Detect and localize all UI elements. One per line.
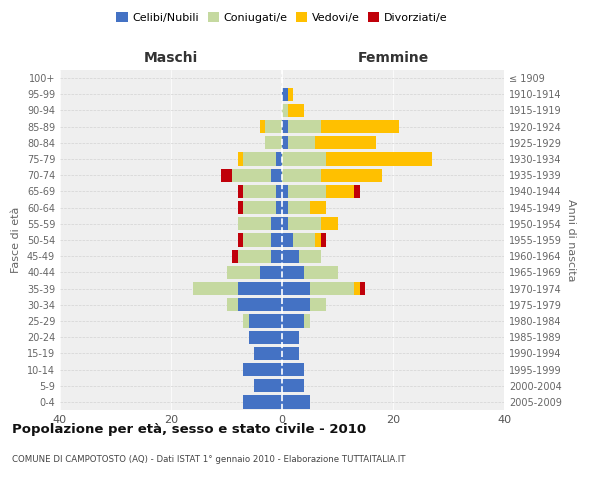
Text: Popolazione per età, sesso e stato civile - 2010: Popolazione per età, sesso e stato civil…	[12, 422, 366, 436]
Bar	[243, 152, 277, 166]
Bar	[232, 250, 238, 263]
Bar	[282, 363, 304, 376]
Bar	[227, 266, 260, 279]
Bar	[326, 185, 354, 198]
Bar	[277, 152, 282, 166]
Bar	[243, 234, 271, 246]
Bar	[265, 120, 282, 134]
Bar	[249, 314, 282, 328]
Text: Femmine: Femmine	[358, 51, 428, 65]
Bar	[260, 120, 265, 134]
Bar	[282, 120, 287, 134]
Bar	[271, 250, 282, 263]
Bar	[238, 201, 243, 214]
Bar	[243, 314, 249, 328]
Bar	[282, 314, 304, 328]
Bar	[282, 104, 287, 117]
Bar	[193, 282, 238, 295]
Bar	[299, 250, 321, 263]
Bar	[282, 168, 321, 182]
Bar	[243, 201, 277, 214]
Bar	[316, 136, 376, 149]
Bar	[254, 379, 282, 392]
Bar	[310, 298, 326, 312]
Bar	[238, 185, 243, 198]
Bar	[282, 298, 310, 312]
Bar	[287, 185, 326, 198]
Bar	[243, 185, 277, 198]
Bar	[360, 282, 365, 295]
Y-axis label: Anni di nascita: Anni di nascita	[566, 198, 575, 281]
Bar	[282, 396, 310, 408]
Bar	[243, 396, 282, 408]
Bar	[282, 136, 287, 149]
Bar	[282, 152, 326, 166]
Bar	[282, 266, 304, 279]
Bar	[287, 88, 293, 101]
Bar	[282, 330, 299, 344]
Bar	[243, 363, 282, 376]
Bar	[282, 282, 310, 295]
Bar	[282, 234, 293, 246]
Bar	[287, 136, 316, 149]
Bar	[326, 152, 432, 166]
Bar	[287, 104, 304, 117]
Bar	[310, 282, 354, 295]
Legend: Celibi/Nubili, Coniugati/e, Vedovi/e, Divorziati/e: Celibi/Nubili, Coniugati/e, Vedovi/e, Di…	[112, 8, 452, 28]
Bar	[282, 379, 304, 392]
Bar	[260, 266, 282, 279]
Text: Maschi: Maschi	[144, 51, 198, 65]
Bar	[232, 168, 271, 182]
Bar	[238, 217, 271, 230]
Bar	[238, 152, 243, 166]
Bar	[238, 234, 243, 246]
Bar	[282, 185, 287, 198]
Bar	[282, 88, 287, 101]
Bar	[321, 217, 337, 230]
Bar	[238, 250, 271, 263]
Bar	[287, 120, 321, 134]
Bar	[287, 201, 310, 214]
Bar	[238, 282, 282, 295]
Bar	[354, 282, 360, 295]
Bar	[282, 346, 299, 360]
Bar	[277, 185, 282, 198]
Bar	[310, 201, 326, 214]
Bar	[287, 217, 321, 230]
Bar	[282, 201, 287, 214]
Bar	[277, 201, 282, 214]
Bar	[354, 185, 360, 198]
Bar	[238, 298, 282, 312]
Bar	[227, 298, 238, 312]
Bar	[265, 136, 282, 149]
Text: COMUNE DI CAMPOTOSTO (AQ) - Dati ISTAT 1° gennaio 2010 - Elaborazione TUTTAITALI: COMUNE DI CAMPOTOSTO (AQ) - Dati ISTAT 1…	[12, 455, 406, 464]
Bar	[282, 217, 287, 230]
Bar	[321, 120, 398, 134]
Bar	[221, 168, 232, 182]
Bar	[304, 266, 337, 279]
Bar	[271, 234, 282, 246]
Bar	[282, 250, 299, 263]
Bar	[249, 330, 282, 344]
Bar	[316, 234, 321, 246]
Bar	[321, 234, 326, 246]
Bar	[304, 314, 310, 328]
Bar	[271, 168, 282, 182]
Y-axis label: Fasce di età: Fasce di età	[11, 207, 21, 273]
Bar	[254, 346, 282, 360]
Bar	[293, 234, 316, 246]
Bar	[321, 168, 382, 182]
Bar	[271, 217, 282, 230]
